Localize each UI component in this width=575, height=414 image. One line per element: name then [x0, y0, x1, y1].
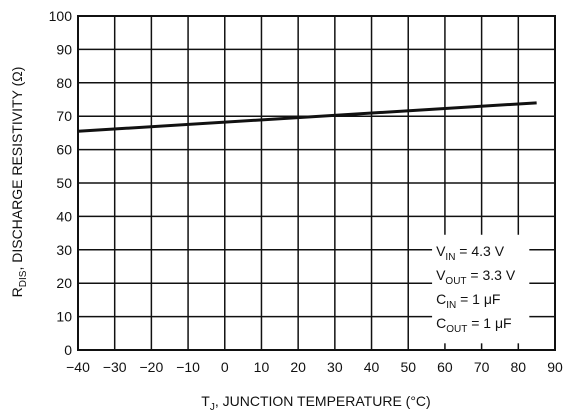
y-tick-label: 60 [56, 142, 72, 158]
series-line [77, 101, 537, 133]
conditions-box: VIN = 4.3 V VOUT = 3.3 V CIN = 1 μF COUT = … [432, 234, 530, 344]
y-tick-label: 0 [64, 342, 72, 358]
x-tick-label: 80 [511, 359, 527, 375]
x-tick-label: 70 [474, 359, 490, 375]
x-tick-label: 30 [327, 359, 343, 375]
y-tick-label: 100 [49, 8, 73, 24]
y-tick-labels: 0 10 20 30 40 50 60 70 80 90 100 [49, 8, 73, 358]
y-tick-label: 40 [56, 208, 72, 224]
series-layer [77, 101, 537, 133]
condition-label: COUT = 1 μF [436, 315, 511, 335]
x-tick-label: 10 [254, 359, 270, 375]
x-tick-label: −40 [66, 359, 90, 375]
y-axis-title-rest: , DISCHARGE RESISTIVITY (Ω) [9, 67, 25, 271]
y-tick-label: 50 [56, 175, 72, 191]
x-axis-title-sub: J [210, 402, 215, 413]
x-tick-labels: −40 −30 −20 −10 0 10 20 30 40 50 60 70 80 90 [66, 359, 563, 375]
y-tick-label: 10 [56, 309, 72, 325]
y-axis-title: RDIS, DISCHARGE RESISTIVITY (Ω) [9, 67, 29, 298]
y-axis-title-main: R [9, 287, 25, 297]
y-axis-title-sub: DIS [18, 270, 29, 287]
x-tick-label: 50 [400, 359, 416, 375]
conditions-background [432, 234, 530, 344]
y-tick-label: 90 [56, 41, 72, 57]
x-tick-label: 40 [364, 359, 380, 375]
x-tick-label: −10 [176, 359, 200, 375]
condition-label: VIN = 4.3 V [436, 243, 505, 263]
x-tick-label: 20 [290, 359, 306, 375]
y-tick-label: 80 [56, 75, 72, 91]
x-tick-label: 0 [221, 359, 229, 375]
x-axis-title-main: T [201, 393, 210, 409]
plot-frame [77, 15, 556, 351]
x-axis-title: TJ, JUNCTION TEMPERATURE (°C) [201, 393, 430, 413]
x-axis-title-rest: , JUNCTION TEMPERATURE (°C) [215, 393, 431, 409]
y-tick-label: 70 [56, 108, 72, 124]
y-tick-label: 20 [56, 275, 72, 291]
condition-label: CIN = 1 μF [436, 291, 500, 311]
condition-label: VOUT = 3.3 V [436, 267, 516, 287]
x-tick-label: 90 [547, 359, 563, 375]
x-tick-label: −20 [140, 359, 164, 375]
x-tick-label: −30 [103, 359, 127, 375]
x-tick-label: 60 [437, 359, 453, 375]
y-tick-label: 30 [56, 242, 72, 258]
